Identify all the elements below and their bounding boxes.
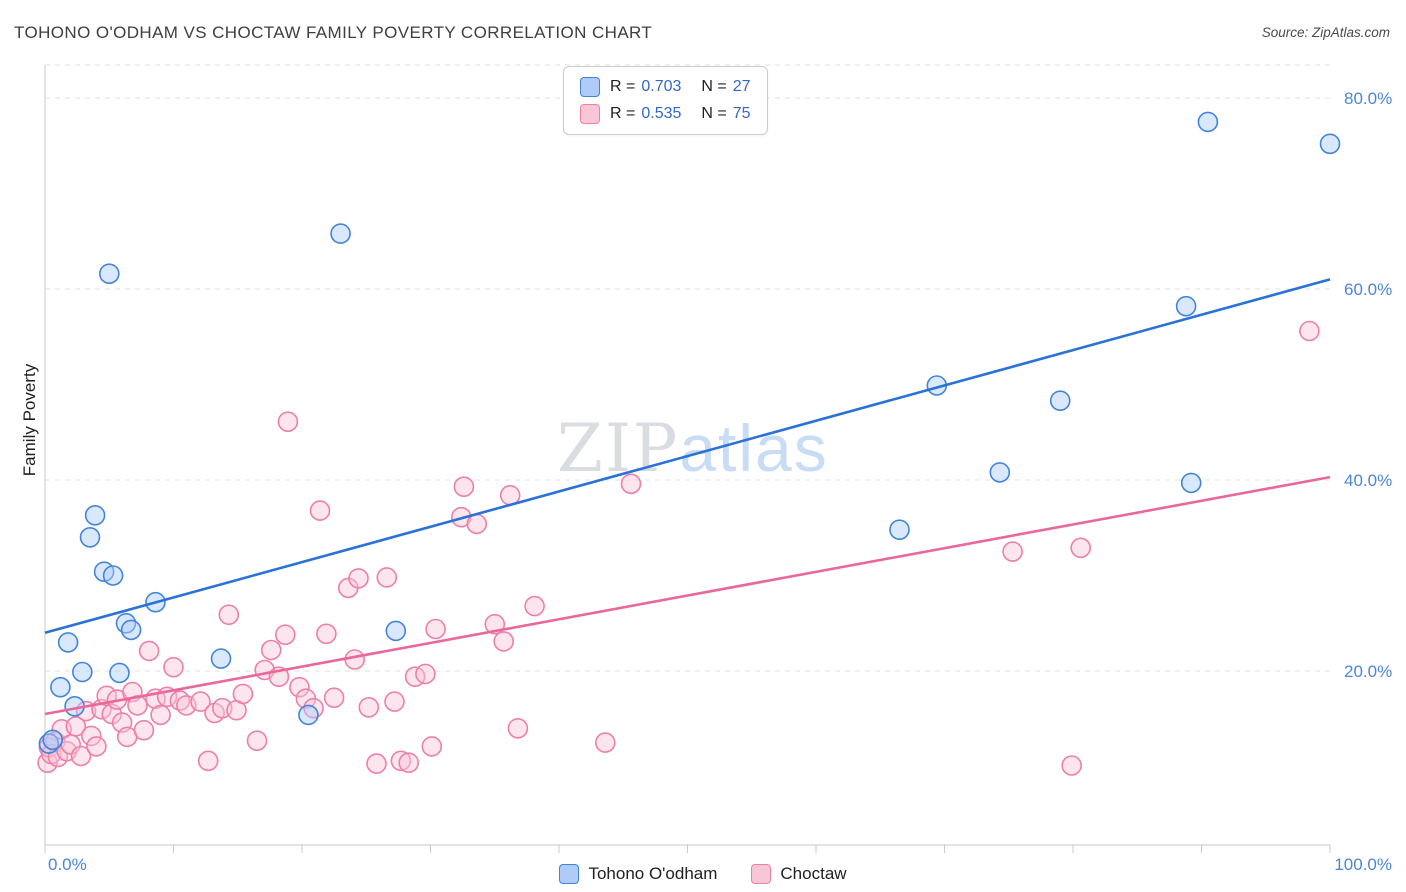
data-point-choctaw xyxy=(65,716,87,737)
data-point-tohono-o-odham xyxy=(1319,133,1341,155)
data-point-choctaw xyxy=(1299,320,1320,342)
y-tick-label: 20.0% xyxy=(1344,662,1392,681)
data-point-tohono-o-odham xyxy=(72,661,93,683)
data-point-tohono-o-odham xyxy=(99,263,120,285)
r-label: R = xyxy=(610,105,636,122)
data-point-tohono-o-odham xyxy=(1180,472,1202,494)
data-point-tohono-o-odham xyxy=(120,619,142,641)
legend-swatch-tohono-oodham xyxy=(559,864,580,884)
data-point-choctaw xyxy=(415,663,436,685)
data-point-choctaw xyxy=(86,736,107,757)
data-point-choctaw xyxy=(620,473,642,495)
series-choctaw xyxy=(37,320,1320,776)
data-point-choctaw xyxy=(594,732,616,753)
data-point-tohono-o-odham xyxy=(1049,390,1071,412)
data-point-choctaw xyxy=(421,736,443,757)
data-point-choctaw xyxy=(316,623,337,645)
data-point-tohono-o-odham xyxy=(38,733,60,754)
data-point-choctaw xyxy=(274,624,296,646)
data-point-choctaw xyxy=(425,618,446,640)
page-title: TOHONO O'ODHAM VS CHOCTAW FAMILY POVERTY… xyxy=(14,23,653,42)
data-point-tohono-o-odham xyxy=(385,620,407,642)
x-tick-label: 0.0% xyxy=(48,855,87,874)
series-tohono-o-odham xyxy=(38,111,1341,754)
n-label: N = xyxy=(701,78,727,95)
y-tick-label: 40.0% xyxy=(1344,471,1392,490)
trendline-choctaw xyxy=(44,475,1331,716)
series-legend: Tohono O'odham Choctaw xyxy=(0,864,1406,884)
data-point-choctaw xyxy=(289,676,310,698)
n-value: 27 xyxy=(732,78,751,95)
data-point-tohono-o-odham xyxy=(1197,111,1219,133)
data-point-choctaw xyxy=(163,656,184,678)
data-point-tohono-o-odham xyxy=(1175,295,1197,317)
y-tick-label: 80.0% xyxy=(1344,89,1392,108)
data-point-choctaw xyxy=(81,725,102,747)
data-point-choctaw xyxy=(138,640,160,662)
data-point-choctaw xyxy=(366,753,387,774)
data-point-tohono-o-odham xyxy=(102,565,124,586)
data-point-choctaw xyxy=(507,717,529,739)
legend-item-choctaw: Choctaw xyxy=(751,864,847,884)
data-point-choctaw xyxy=(524,595,545,617)
n-label: N = xyxy=(701,105,727,122)
data-point-choctaw xyxy=(70,745,92,767)
data-point-tohono-o-odham xyxy=(84,504,106,526)
legend-item-label: Tohono O'odham xyxy=(588,864,718,883)
data-point-choctaw xyxy=(133,719,155,741)
correlation-legend: R = 0.703 N = 27 R = 0.535 N = 75 xyxy=(563,66,768,135)
r-value: 0.535 xyxy=(641,105,682,122)
data-point-choctaw xyxy=(260,639,282,661)
data-point-choctaw xyxy=(309,500,331,521)
legend-item-label: Choctaw xyxy=(780,864,847,883)
data-point-choctaw xyxy=(466,513,488,535)
data-point-choctaw xyxy=(323,687,345,709)
data-point-choctaw xyxy=(246,730,268,752)
trendline-tohono-o-odham xyxy=(44,278,1331,635)
data-point-choctaw xyxy=(344,649,366,670)
data-point-choctaw xyxy=(1061,755,1082,776)
data-point-choctaw xyxy=(197,750,219,772)
r-label: R = xyxy=(610,78,636,95)
data-point-tohono-o-odham xyxy=(989,462,1011,483)
legend-row-choctaw: R = 0.535 N = 75 xyxy=(580,104,751,124)
data-point-choctaw xyxy=(150,704,171,726)
data-point-tohono-o-odham xyxy=(889,519,910,541)
legend-row-tohono-oodham: R = 0.703 N = 27 xyxy=(580,77,751,97)
legend-swatch-tohono-oodham xyxy=(580,77,600,97)
data-point-tohono-o-odham xyxy=(109,662,130,684)
source-label: Source: ZipAtlas.com xyxy=(1261,25,1390,40)
legend-item-tohono-oodham: Tohono O'odham xyxy=(559,864,717,884)
r-value: 0.703 xyxy=(641,78,682,95)
data-point-choctaw xyxy=(384,691,405,712)
data-point-choctaw xyxy=(190,691,211,712)
legend-swatch-choctaw xyxy=(751,864,772,884)
legend-swatch-choctaw xyxy=(580,104,600,124)
data-point-choctaw xyxy=(232,683,254,705)
data-point-tohono-o-odham xyxy=(42,729,64,751)
data-point-choctaw xyxy=(358,696,380,718)
x-tick-label: 100.0% xyxy=(1334,855,1392,874)
data-point-tohono-o-odham xyxy=(50,676,71,698)
data-point-choctaw xyxy=(376,567,398,588)
y-tick-label: 60.0% xyxy=(1344,280,1392,299)
data-point-choctaw xyxy=(1002,541,1023,562)
data-point-choctaw xyxy=(398,752,420,774)
data-point-tohono-o-odham xyxy=(79,526,101,548)
y-axis-title: Family Poverty xyxy=(20,363,39,477)
data-point-choctaw xyxy=(453,476,475,498)
data-point-choctaw xyxy=(493,631,515,652)
data-point-tohono-o-odham xyxy=(57,632,79,653)
data-point-choctaw xyxy=(1070,537,1091,559)
data-point-tohono-o-odham xyxy=(330,223,351,244)
data-point-choctaw xyxy=(348,568,369,589)
data-point-tohono-o-odham xyxy=(210,648,232,669)
data-point-choctaw xyxy=(277,411,299,433)
data-point-choctaw xyxy=(218,604,240,626)
data-point-choctaw xyxy=(390,750,412,772)
data-point-tohono-o-odham xyxy=(298,704,319,726)
n-value: 75 xyxy=(732,105,751,122)
